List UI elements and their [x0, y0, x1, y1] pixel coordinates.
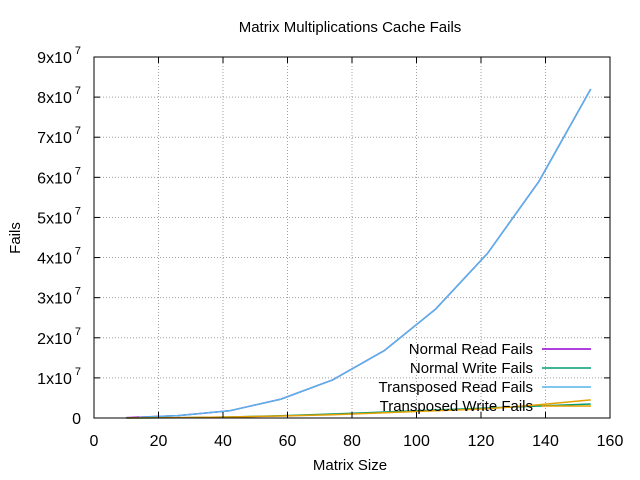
- x-axis-label: Matrix Size: [313, 457, 387, 474]
- x-tick-label: 120: [468, 433, 495, 450]
- x-tick-label: 100: [403, 433, 430, 450]
- y-tick-exponent: 7: [75, 286, 81, 298]
- y-tick-label: 3x10 7: [37, 286, 81, 308]
- y-tick-exponent: 7: [75, 85, 81, 97]
- chart-title: Matrix Multiplications Cache Fails: [239, 19, 462, 36]
- x-ticks: 0 20 40 60 80 100 120 140 160: [90, 57, 624, 450]
- legend-label: Normal Read Fails: [409, 341, 533, 358]
- y-tick-label: 2x10 7: [37, 326, 81, 348]
- y-tick-label: 4x10 7: [37, 246, 81, 268]
- x-tick-label: 60: [279, 433, 297, 450]
- y-tick-mantissa: 3x10: [37, 291, 72, 308]
- y-tick-mantissa: 4x10: [37, 251, 72, 268]
- legend: Normal Read Fails Normal Write Fails Trans…: [378, 341, 591, 415]
- y-tick-label: 8x10 7: [37, 85, 81, 107]
- y-tick-mantissa: 0: [72, 411, 81, 428]
- y-tick-mantissa: 6x10: [37, 170, 72, 187]
- y-tick-label: 6x10 7: [37, 165, 81, 187]
- y-tick-exponent: 7: [75, 165, 81, 177]
- y-tick-mantissa: 2x10: [37, 331, 72, 348]
- series-layer: [126, 88, 592, 419]
- y-tick-exponent: 7: [75, 366, 81, 378]
- y-tick-mantissa: 8x10: [37, 90, 72, 107]
- x-tick-label: 140: [532, 433, 559, 450]
- y-tick-label: 9x10 7: [37, 45, 81, 67]
- y-tick-exponent: 7: [75, 205, 81, 217]
- y-tick-exponent: 7: [75, 125, 81, 137]
- y-tick-mantissa: 7x10: [37, 130, 72, 147]
- x-tick-label: 80: [343, 433, 361, 450]
- y-tick-mantissa: 5x10: [37, 210, 72, 227]
- y-axis-label: Fails: [7, 222, 24, 254]
- legend-label: Normal Write Fails: [410, 360, 533, 377]
- y-tick-label: 5x10 7: [37, 205, 81, 227]
- x-tick-label: 0: [90, 433, 99, 450]
- series-line-2: [139, 88, 592, 418]
- y-tick-label: 1x10 7: [37, 366, 81, 388]
- x-tick-label: 20: [150, 433, 168, 450]
- x-tick-label: 160: [597, 433, 624, 450]
- y-tick-mantissa: 1x10: [37, 371, 72, 388]
- y-tick-label: 7x10 7: [37, 125, 81, 147]
- y-tick-exponent: 7: [75, 45, 81, 57]
- legend-label: Transposed Read Fails: [378, 379, 533, 396]
- grid: [94, 57, 610, 418]
- x-tick-label: 40: [214, 433, 232, 450]
- y-tick-label: 0: [72, 411, 81, 428]
- legend-label: Transposed Write Fails: [380, 398, 533, 415]
- y-tick-exponent: 7: [75, 326, 81, 338]
- y-tick-exponent: 7: [75, 246, 81, 258]
- y-tick-mantissa: 9x10: [37, 50, 72, 67]
- series-line-3: [126, 399, 591, 419]
